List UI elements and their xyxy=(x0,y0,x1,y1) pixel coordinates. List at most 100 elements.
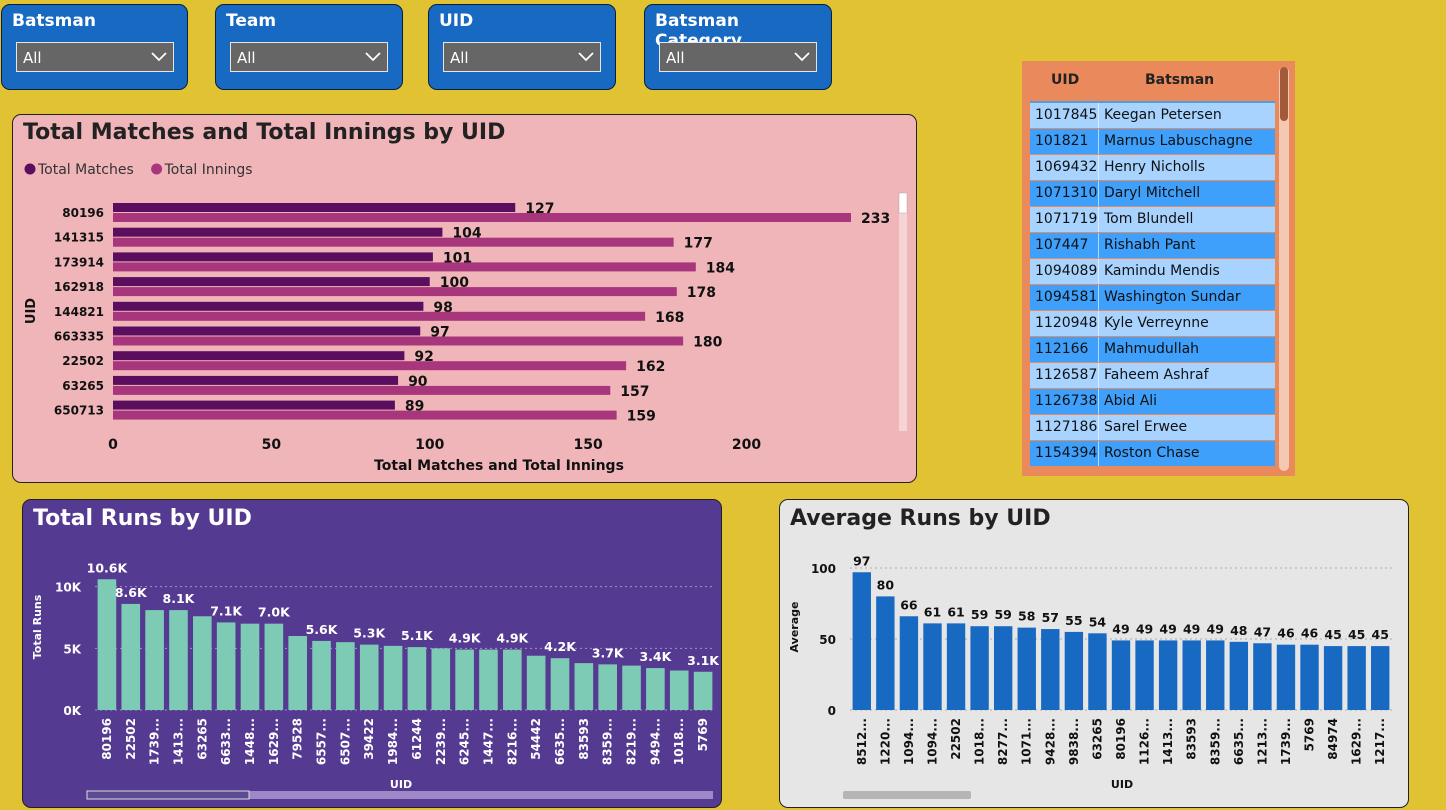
average-runs-panel: Average Runs by UID 0 50 100 97 8512... 80 122… xyxy=(779,499,1409,808)
table-row[interactable]: 1094581 Washington Sundar xyxy=(1030,285,1275,310)
legend-marker xyxy=(151,163,163,175)
chart-scroll-thumb xyxy=(898,192,908,214)
chart-title: Average Runs by UID xyxy=(790,506,1051,531)
uid-dropdown[interactable]: All xyxy=(443,42,601,72)
data-label: 45 xyxy=(1372,627,1389,642)
table-row[interactable]: 1127186 Sarel Erwee xyxy=(1030,415,1275,440)
batsman-column-header[interactable]: Batsman xyxy=(1145,72,1215,88)
data-label: 178 xyxy=(687,285,716,301)
data-label: 5.1K xyxy=(401,628,434,643)
data-label: 168 xyxy=(655,310,684,326)
x-tick-label: 1126... xyxy=(1138,718,1152,765)
bar xyxy=(1064,631,1084,710)
team-dropdown[interactable]: All xyxy=(230,42,388,72)
x-tick-label: 8359... xyxy=(1208,718,1222,765)
x-axis-title: UID xyxy=(1111,778,1133,791)
batsman-cell: Daryl Mitchell xyxy=(1104,185,1201,201)
x-tick-label: 83593 xyxy=(577,718,591,760)
table-scrollbar[interactable] xyxy=(1279,67,1289,471)
uid-cell: 1154394 xyxy=(1035,445,1098,461)
x-tick-label: 1629... xyxy=(1350,718,1364,765)
x-tick-label: 5769 xyxy=(1303,718,1317,751)
x-tick-label: 39422 xyxy=(362,718,376,760)
data-label: 49 xyxy=(1159,621,1176,636)
bar xyxy=(646,668,665,710)
table-row[interactable]: 1126738 Abid Ali xyxy=(1030,389,1275,414)
x-tick-label: 9494... xyxy=(648,718,662,765)
x-tick-label: 6245... xyxy=(458,718,472,765)
table-row[interactable]: 1154394 Roston Chase xyxy=(1030,441,1275,466)
matches-innings-panel: Total Matches and Total Innings by UID T… xyxy=(12,114,917,483)
x-tick-label: 1739... xyxy=(148,718,162,765)
table-row[interactable]: 107447 Rishabh Pant xyxy=(1030,233,1275,258)
chart-scrollbar xyxy=(87,791,713,799)
bar xyxy=(169,610,188,710)
data-label: 49 xyxy=(1112,621,1129,636)
data-label: 3.4K xyxy=(639,649,672,664)
data-label: 233 xyxy=(861,211,890,227)
x-tick-label: 1448... xyxy=(243,718,257,765)
bar xyxy=(113,301,424,311)
x-tick-label: 6507... xyxy=(338,718,352,765)
bar xyxy=(622,665,641,710)
table-row[interactable]: 112166 Mahmudullah xyxy=(1030,337,1275,362)
x-tick-label: 0 xyxy=(108,437,118,453)
table-row[interactable]: 1094089 Kamindu Mendis xyxy=(1030,259,1275,284)
bar xyxy=(113,262,696,272)
table-row[interactable]: 1071310 Daryl Mitchell xyxy=(1030,181,1275,206)
y-tick-label: 663335 xyxy=(54,330,104,344)
bar xyxy=(312,640,331,710)
y-tick-label: 162918 xyxy=(54,280,104,294)
x-tick-label: 8359... xyxy=(601,718,615,765)
uid-column-header[interactable]: UID xyxy=(1051,72,1080,88)
x-tick-label: 1739... xyxy=(1279,718,1293,765)
bar xyxy=(113,252,433,262)
x-tick-label: 6635... xyxy=(1232,718,1246,765)
data-label: 66 xyxy=(900,597,918,612)
table-row[interactable]: 1017845 Keegan Petersen xyxy=(1030,103,1275,128)
bar xyxy=(455,649,474,710)
slicer-title: Team xyxy=(226,11,277,31)
bar xyxy=(97,579,117,710)
batsman-table: UID Batsman 1017845 Keegan Petersen 101821… xyxy=(1022,61,1295,476)
data-label: 59 xyxy=(971,607,988,622)
batsman-category-dropdown[interactable]: All xyxy=(659,42,817,72)
bar xyxy=(193,616,212,710)
table-row[interactable]: 101821 Marnus Labuschagne xyxy=(1030,129,1275,154)
data-label: 47 xyxy=(1254,624,1271,639)
bar xyxy=(113,287,677,297)
chevron-down-icon xyxy=(151,52,167,62)
y-tick-label: 63265 xyxy=(62,379,104,393)
data-label: 8.1K xyxy=(163,591,196,606)
uid-cell: 1071310 xyxy=(1035,185,1098,201)
data-label: 45 xyxy=(1348,627,1365,642)
bar xyxy=(113,227,443,237)
x-tick-label: 83593 xyxy=(1185,718,1199,760)
batsman-slicer: Batsman All xyxy=(1,4,188,90)
uid-cell: 1094089 xyxy=(1035,263,1098,279)
table-row[interactable]: 1126587 Faheem Ashraf xyxy=(1030,363,1275,388)
bar xyxy=(1017,627,1036,710)
table-scroll-thumb[interactable] xyxy=(1280,67,1288,121)
table-row[interactable]: 1120948 Kyle Verreynne xyxy=(1030,311,1275,336)
bar xyxy=(121,603,141,710)
data-label: 57 xyxy=(1042,610,1059,625)
bar xyxy=(970,626,989,710)
x-tick-label: 8216... xyxy=(505,718,519,765)
bar xyxy=(899,616,919,710)
data-label: 80 xyxy=(877,577,895,592)
data-label: 54 xyxy=(1089,614,1107,629)
bar xyxy=(113,326,421,336)
x-tick-label: 1413... xyxy=(1161,718,1175,765)
y-axis-title: UID xyxy=(24,298,39,324)
y-tick-label: 80196 xyxy=(62,206,104,220)
table-row[interactable]: 1069432 Henry Nicholls xyxy=(1030,155,1275,180)
x-tick-label: 50 xyxy=(262,437,282,453)
y-tick-label: 144821 xyxy=(54,305,104,319)
y-tick-label: 5K xyxy=(63,642,81,656)
uid-cell: 112166 xyxy=(1035,341,1089,357)
table-row[interactable]: 1071719 Tom Blundell xyxy=(1030,207,1275,232)
x-tick-label: 6633... xyxy=(219,718,233,765)
x-tick-label: 22502 xyxy=(949,718,963,760)
batsman-dropdown[interactable]: All xyxy=(16,42,174,72)
